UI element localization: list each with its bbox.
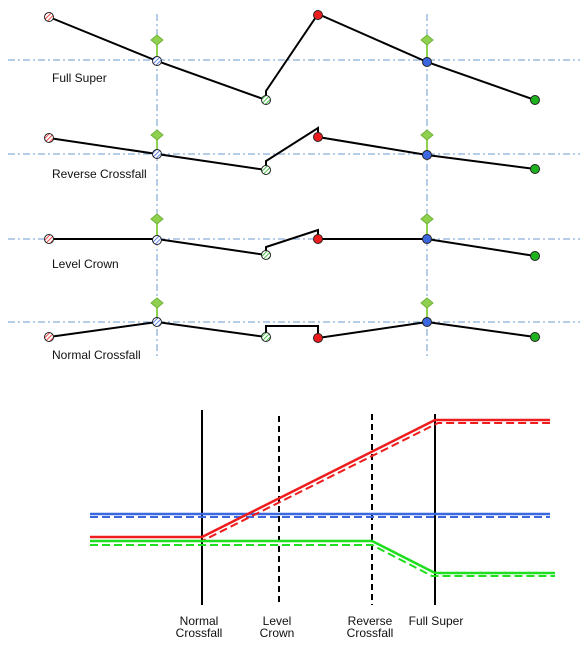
red-line-solid	[90, 418, 550, 539]
hatched-red-point-icon	[44, 234, 54, 244]
hatched-red-point-icon	[44, 332, 54, 342]
hatched-green-point-icon	[261, 165, 271, 175]
section-profile	[49, 228, 536, 257]
green-point-icon	[530, 95, 540, 105]
transition-label-line2: Crown	[260, 626, 295, 640]
section-label: Normal Crossfall	[52, 348, 141, 362]
green-point-icon	[530, 332, 540, 342]
hatched-green-point-icon	[261, 250, 271, 260]
section-label: Reverse Crossfall	[52, 167, 147, 181]
green-pivot-icon	[150, 34, 164, 58]
hatched-red-point-icon	[44, 133, 54, 143]
green-pivot-icon	[420, 213, 434, 236]
blue-point-icon	[422, 317, 432, 327]
blue-point-icon	[422, 234, 432, 244]
green-pivot-icon	[420, 34, 434, 58]
transition-label-line1: Full Super	[409, 614, 464, 628]
transition-label-full-super: Full Super	[409, 614, 464, 628]
hatched-green-point-icon	[261, 95, 271, 105]
green-point-icon	[530, 251, 540, 261]
section-level-crown: Level Crown	[8, 213, 580, 271]
transition-label-normal-crossfall: Normal Crossfall	[176, 614, 223, 640]
green-line-solid	[90, 539, 555, 575]
hatched-blue-point-icon	[152, 317, 162, 327]
green-line-dashed	[90, 544, 555, 577]
green-pivot-icon	[420, 297, 434, 319]
red-line-dashed	[90, 422, 550, 542]
hatched-blue-point-icon	[152, 235, 162, 245]
transition-diagram: Normal Crossfall Level Crown Reverse Cro…	[90, 410, 555, 640]
green-pivot-icon	[150, 213, 164, 236]
transition-label-line1: Level	[263, 614, 292, 628]
hatched-blue-point-icon	[152, 149, 162, 159]
section-label: Full Super	[52, 71, 107, 85]
red-point-icon	[313, 234, 323, 244]
green-point-icon	[530, 164, 540, 174]
transition-label-reverse-crossfall: Reverse Crossfall	[347, 614, 394, 640]
hatched-red-point-icon	[44, 12, 54, 22]
green-pivot-icon	[150, 129, 164, 151]
transition-label-level-crown: Level Crown	[260, 614, 295, 640]
red-point-icon	[313, 132, 323, 142]
section-label: Level Crown	[52, 257, 119, 271]
blue-point-icon	[422, 150, 432, 160]
green-pivot-icon	[150, 297, 164, 319]
section-reverse-crossfall: Reverse Crossfall	[8, 126, 580, 181]
transition-label-line2: Crossfall	[176, 626, 223, 640]
transition-label-line1: Reverse	[348, 614, 393, 628]
red-point-icon	[313, 10, 323, 20]
hatched-green-point-icon	[261, 332, 271, 342]
blue-point-icon	[422, 57, 432, 67]
section-normal-crossfall: Normal Crossfall	[8, 297, 580, 362]
section-profile	[48, 126, 536, 172]
vertical-guides	[156, 14, 428, 356]
green-pivot-icon	[420, 129, 434, 151]
section-profile	[48, 12, 536, 102]
section-full-super: Full Super	[8, 10, 580, 105]
red-point-icon	[313, 333, 323, 343]
transition-label-line2: Crossfall	[347, 626, 394, 640]
hatched-blue-point-icon	[152, 56, 162, 66]
section-profile	[48, 320, 536, 340]
transition-label-line1: Normal	[180, 614, 219, 628]
